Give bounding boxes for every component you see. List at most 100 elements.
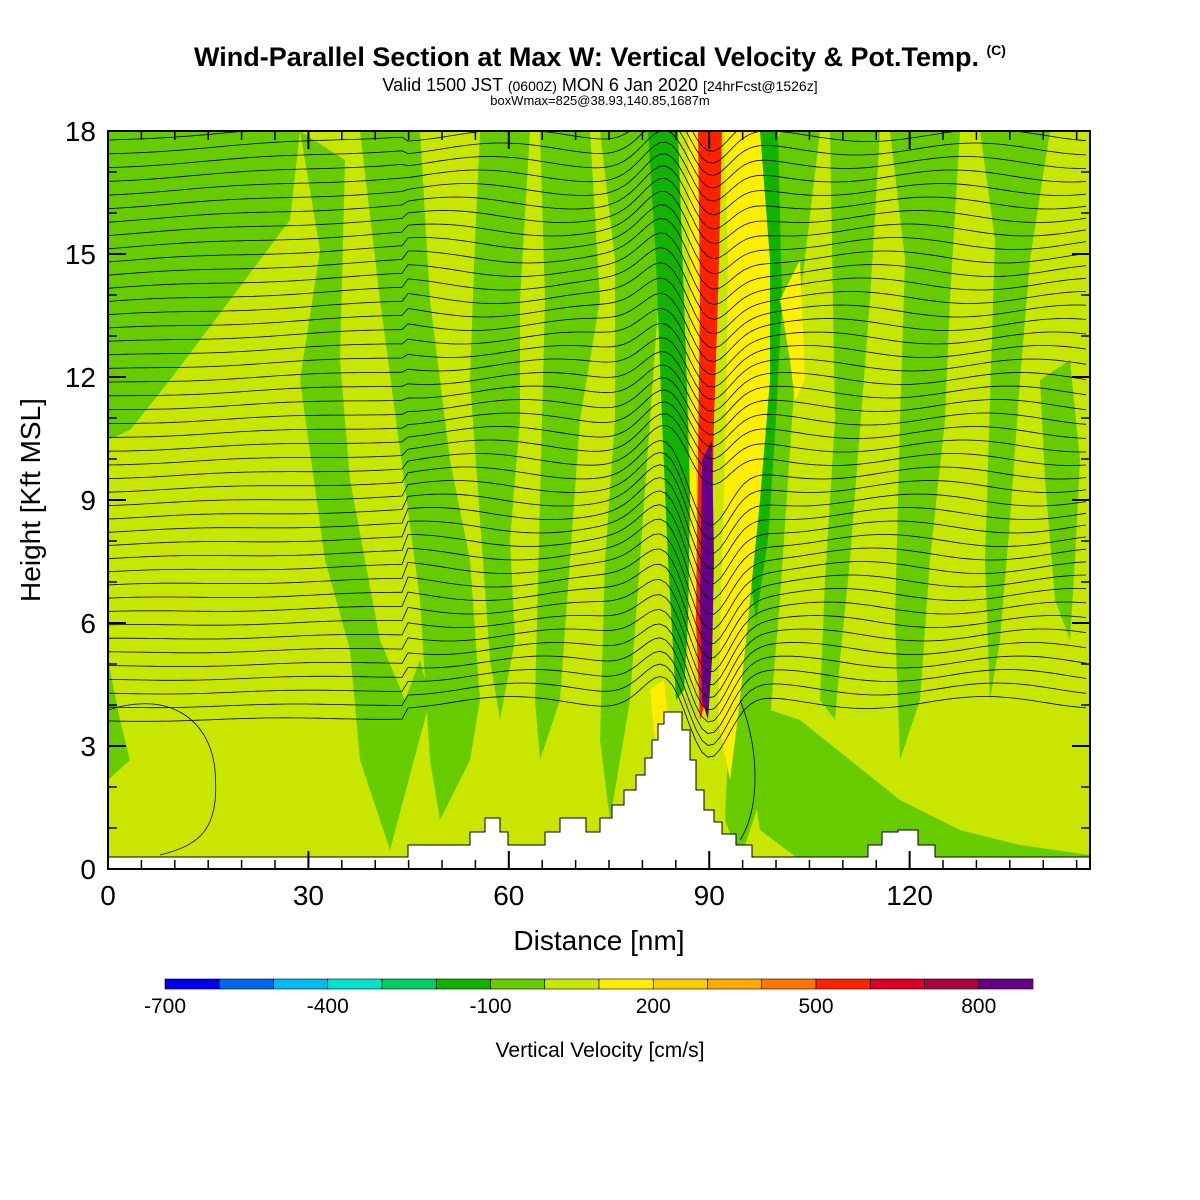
colorbar-bin (924, 978, 980, 990)
colorbar-bin (218, 978, 274, 990)
theta-contour (108, 413, 1086, 472)
colorbar-tick-label: -100 (469, 995, 511, 1018)
lee-updraft-region (780, 260, 805, 400)
updraft-max-region (700, 440, 714, 720)
theta-contour (108, 389, 1087, 447)
forecast-info: [24hrFcst@1526z] (702, 78, 818, 94)
theta-contour (108, 178, 1087, 245)
lee-updraft-region (688, 131, 700, 700)
colorbar-bin (381, 978, 437, 990)
chart-title: Wind-Parallel Section at Max W: Vertical… (0, 42, 1200, 73)
theta-contour (108, 676, 1087, 758)
x-tick-label: 0 (100, 880, 116, 911)
theta-contour (108, 477, 1087, 569)
colorbar-tick-label: 800 (961, 995, 996, 1018)
theta-contour (108, 131, 1087, 176)
theta-contour (739, 699, 756, 841)
x-tick-label: 90 (694, 880, 725, 911)
colorbar-bin (327, 978, 383, 990)
valid-utc: (0600Z) (507, 78, 557, 94)
theta-contour (108, 131, 1087, 164)
x-tick-label: 30 (293, 880, 324, 911)
copyright-mark: (C) (986, 42, 1006, 58)
downdraft-region (535, 131, 600, 760)
x-tick-label: 120 (886, 880, 933, 911)
theta-contour (108, 262, 1087, 335)
y-tick-label: 3 (80, 731, 96, 762)
theta-contour (108, 563, 1087, 659)
colorbar-bin (707, 978, 763, 990)
colorbar-bin (815, 978, 871, 990)
downdraft-region (108, 660, 130, 780)
theta-contour (108, 190, 1087, 260)
theta-contour (108, 533, 1087, 630)
downdraft-region (740, 700, 1090, 869)
colorbar-bin (761, 978, 817, 990)
theta-contour (108, 364, 1087, 424)
colorbar-tick-label: -400 (307, 995, 349, 1018)
downdraft-region (600, 131, 660, 820)
y-tick-label: 12 (65, 362, 96, 393)
valid-date: MON 6 Jan 2020 (561, 75, 698, 95)
valid-time: Valid 1500 JST (382, 75, 503, 95)
theta-contour (108, 594, 1087, 686)
y-tick-label: 9 (80, 485, 96, 516)
colorbar-bin (652, 978, 708, 990)
theta-contour (108, 703, 217, 856)
theta-contour (108, 165, 1087, 230)
theta-contour (108, 247, 1087, 320)
theta-contour (108, 490, 1087, 585)
theta-contours (108, 131, 1087, 856)
downdraft-region (300, 131, 430, 850)
colorbar-bin (978, 978, 1034, 990)
terrain-mask (107, 711, 1091, 870)
y-tick-label: 0 (80, 854, 96, 885)
chart-title-text: Wind-Parallel Section at Max W: Vertical… (194, 42, 979, 72)
theta-contour (108, 401, 1087, 460)
theta-contour (108, 663, 1087, 746)
colorbar-bin (598, 978, 654, 990)
x-tick-label: 60 (493, 880, 524, 911)
theta-contour (108, 439, 1087, 526)
colorbar-bin (490, 978, 546, 990)
colorbar-tick-label: -700 (144, 995, 186, 1018)
box-info: boxWmax=825@38.93,140.85,1687m (490, 93, 710, 108)
theta-contour (108, 153, 1087, 216)
y-tick-label: 6 (80, 608, 96, 639)
theta-contour (108, 637, 1087, 723)
theta-contour (108, 518, 1087, 615)
theta-contour (108, 322, 1087, 388)
colorbar-tick-label: 200 (636, 995, 671, 1018)
theta-contour (108, 337, 1087, 400)
y-tick-label: 18 (65, 116, 96, 147)
downdraft-region (108, 131, 300, 440)
downdraft-region (890, 131, 960, 760)
theta-contour (108, 623, 1087, 711)
theta-contour (108, 451, 1087, 540)
x-axis-label: Distance [nm] (513, 925, 684, 956)
theta-contour (108, 377, 1087, 436)
theta-contour (108, 218, 1087, 290)
theta-contour (108, 277, 1087, 349)
theta-contour (108, 609, 1087, 699)
chart-subtitle: Valid 1500 JST (0600Z) MON 6 Jan 2020 [2… (0, 75, 1200, 96)
downdraft-region (980, 131, 1050, 700)
y-tick-label: 15 (65, 239, 96, 270)
terrain-profile (107, 711, 1091, 870)
theta-contour (108, 504, 1087, 600)
colorbar-bin (435, 978, 491, 990)
lee-updraft-region (718, 131, 770, 780)
theta-contour (108, 131, 1086, 189)
theta-contour (108, 548, 1087, 644)
downdraft-region (1040, 360, 1080, 640)
colorbar-bin (544, 978, 600, 990)
theta-contour (108, 141, 1087, 202)
colorbar-label: Vertical Velocity [cm/s] (496, 1039, 705, 1062)
theta-contour (108, 232, 1087, 305)
colorbar-tick-label: 500 (798, 995, 833, 1018)
theta-contour (108, 204, 1087, 275)
colorbar-bin (273, 978, 329, 990)
colorbar: -700 -400 -100 200 500 800 (144, 978, 1034, 1018)
theta-contour (108, 579, 1087, 673)
